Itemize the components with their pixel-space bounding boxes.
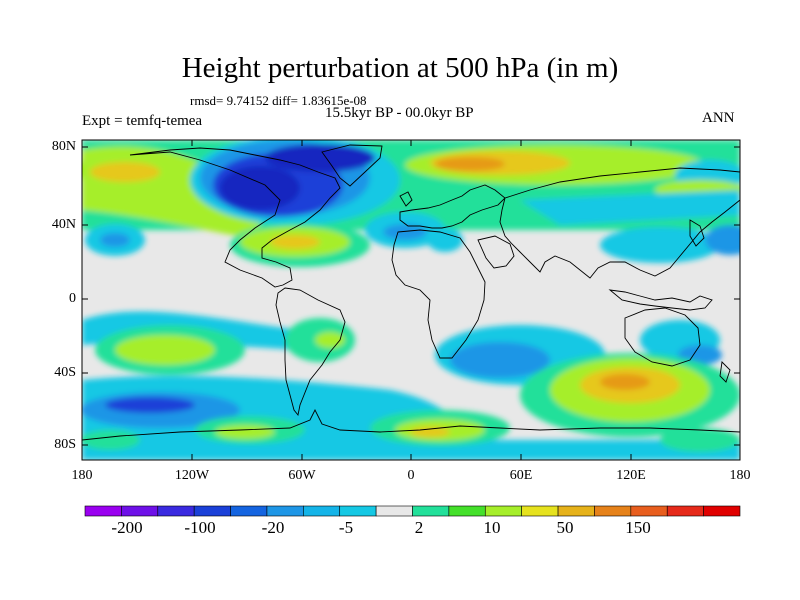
colorbar-label: -100: [184, 518, 216, 537]
colorbar-swatch: [121, 505, 159, 517]
map-title: Height perturbation at 500 hPa (in m): [181, 52, 619, 84]
colorbar-label: 150: [625, 518, 651, 537]
europe-coast: [399, 184, 506, 229]
stats-text: rmsd= 9.74152 diff= 1.83615e-08: [190, 93, 367, 108]
colorbar-swatch: [230, 505, 268, 517]
north-america-coast: [129, 147, 341, 288]
colorbar-label: 10: [483, 518, 501, 537]
lon-label-60w: 60W: [288, 468, 316, 483]
colorbar-swatch: [157, 505, 195, 517]
uk-coast: [399, 191, 413, 207]
colorbar-swatch: [557, 505, 595, 517]
colorbar-swatch: [303, 505, 341, 517]
tick-marks: [82, 140, 740, 460]
africa-coast: [391, 229, 486, 359]
coastlines: [82, 144, 740, 441]
colorbar-swatch: [339, 505, 377, 517]
lat-label-40s: 40S: [54, 365, 76, 380]
lat-label-40n: 40N: [51, 217, 76, 232]
colorbar-label: -5: [338, 518, 354, 537]
colorbar-label: -20: [261, 518, 285, 537]
japan-coast: [689, 219, 705, 247]
colorbar: [84, 505, 741, 517]
lat-label-80n: 80N: [51, 139, 76, 154]
greenland-coast: [321, 144, 383, 187]
lon-label-120w: 120W: [174, 468, 210, 483]
lon-label-180w: 180: [71, 468, 93, 483]
lat-label-0: 0: [69, 291, 76, 306]
colorbar-swatch: [484, 505, 522, 517]
lon-label-180e: 180: [729, 468, 751, 483]
contour-field: [82, 140, 740, 460]
lon-label-60e: 60E: [509, 468, 533, 483]
colorbar-label: 2: [414, 518, 424, 537]
indonesia-coast: [608, 289, 713, 311]
lon-label-0: 0: [407, 468, 415, 483]
colorbar-swatch: [630, 505, 668, 517]
south-america-coast: [275, 287, 346, 417]
colorbar-swatch: [193, 505, 231, 517]
period-label: 15.5kyr BP - 00.0kyr BP: [325, 105, 474, 121]
lon-label-120e: 120E: [616, 468, 646, 483]
colorbar-swatch: [666, 505, 704, 517]
lat-label-80s: 80S: [54, 437, 76, 452]
new-zealand-coast: [719, 361, 731, 383]
colorbar-swatch: [703, 505, 741, 517]
colorbar-swatch: [84, 505, 122, 517]
experiment-label: Expt = temfq-temea: [82, 113, 203, 129]
colorbar-label: -200: [111, 518, 143, 537]
antarctica-coast: [82, 408, 740, 441]
colorbar-swatch: [412, 505, 450, 517]
season-label: ANN: [702, 110, 735, 126]
asia-coast: [499, 167, 740, 279]
australia-coast: [624, 307, 701, 367]
arabia-coast: [477, 235, 515, 269]
colorbar-swatch: [266, 505, 304, 517]
colorbar-swatch: [521, 505, 559, 517]
colorbar-label: 50: [556, 518, 574, 537]
colorbar-swatch: [375, 505, 413, 517]
colorbar-swatch: [594, 505, 632, 517]
colorbar-swatch: [448, 505, 486, 517]
